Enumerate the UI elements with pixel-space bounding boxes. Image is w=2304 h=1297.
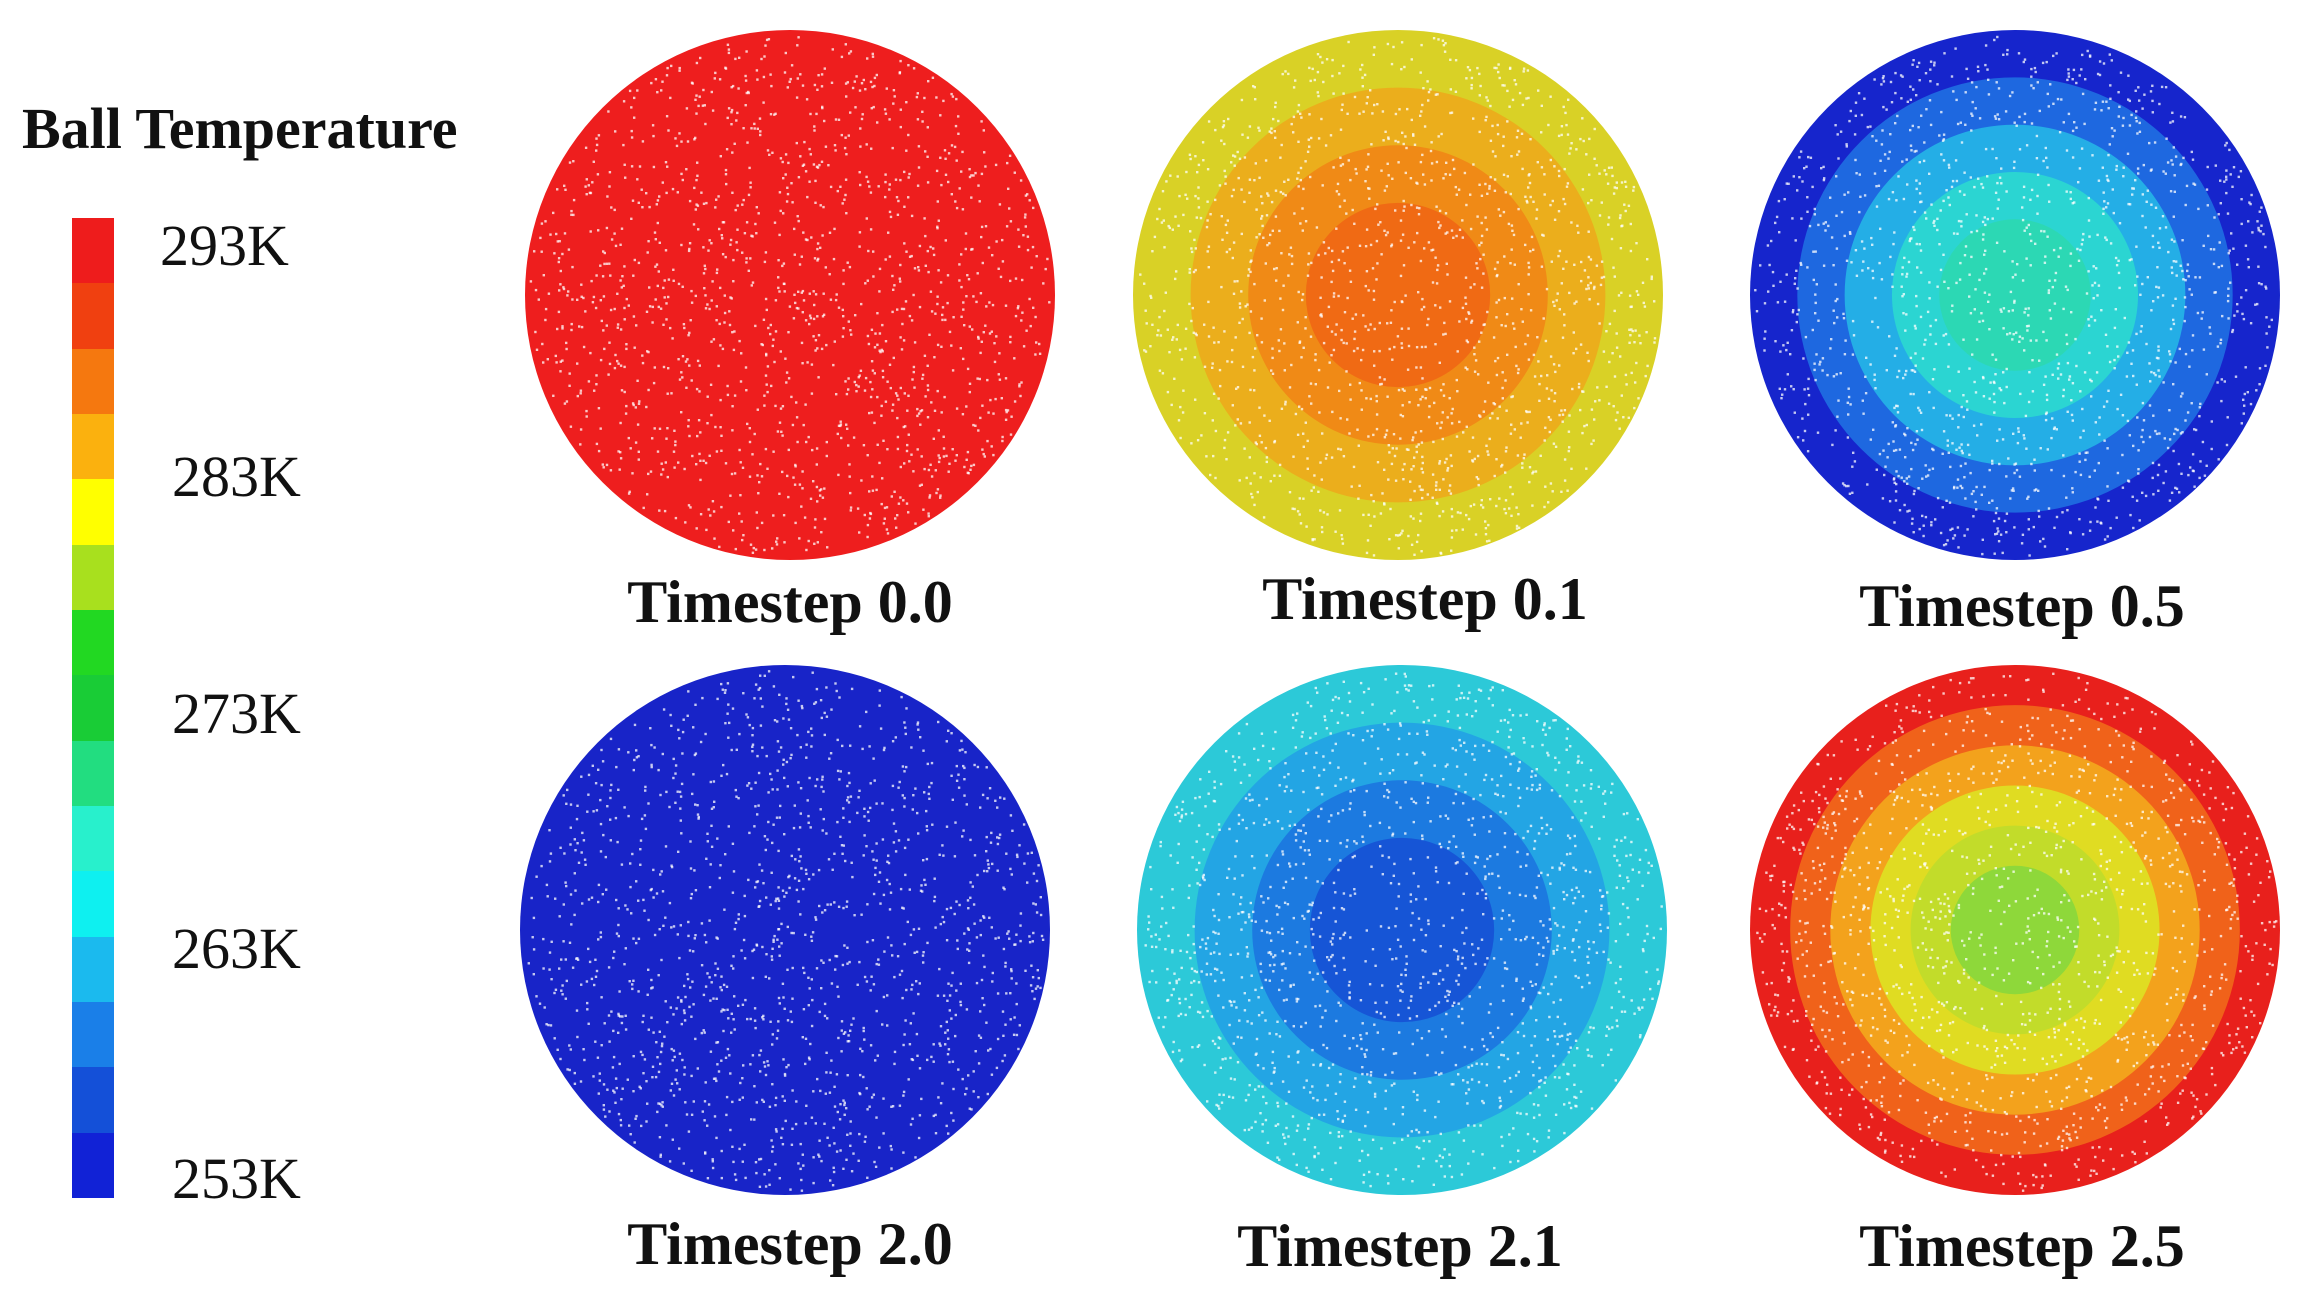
- particle-disc: [1133, 30, 1663, 560]
- colorbar-segment: [72, 283, 114, 349]
- colorbar-segment: [72, 609, 114, 676]
- colorbar-segment: [72, 871, 114, 937]
- legend-title: Ball Temperature: [22, 96, 458, 161]
- colorbar-segment: [72, 1132, 114, 1198]
- temperature-ring: [1305, 202, 1491, 388]
- panel-timestep-2-1: [1132, 660, 1672, 1200]
- colorbar-segment: [72, 413, 114, 480]
- panel-timestep-2-5: [1745, 660, 2285, 1200]
- particle-disc: [520, 665, 1050, 1195]
- panel-timestep-0-0: [520, 25, 1060, 565]
- caption-timestep-2-1: Timestep 2.1: [1237, 1213, 1563, 1279]
- particle-speckle: [1756, 672, 2278, 1192]
- colorbar-segment: [72, 348, 114, 414]
- particle-disc: [1137, 665, 1667, 1195]
- particle-disc: [525, 30, 1055, 560]
- temperature-ring: [525, 30, 1055, 560]
- temperature-ring: [520, 665, 1050, 1195]
- colorbar-segment: [72, 805, 114, 872]
- caption-timestep-0-5: Timestep 0.5: [1859, 573, 2185, 639]
- particle-disc: [1750, 30, 2280, 560]
- colorbar-segment: [72, 479, 114, 545]
- colorbar: [72, 218, 114, 1198]
- temperature-ring: [1939, 219, 2091, 371]
- caption-timestep-2-5: Timestep 2.5: [1859, 1213, 2185, 1279]
- tick-label-253: 253K: [172, 1146, 301, 1211]
- particle-speckle: [1144, 672, 1663, 1188]
- caption-timestep-2-0: Timestep 2.0: [627, 1211, 953, 1277]
- colorbar-segment: [72, 1067, 114, 1133]
- particle-disc: [1750, 665, 2280, 1195]
- colorbar-segment: [72, 675, 114, 741]
- particle-speckle: [1754, 35, 2273, 557]
- caption-timestep-0-0: Timestep 0.0: [627, 569, 953, 635]
- colorbar-segment: [72, 544, 114, 610]
- temperature-ring: [1950, 865, 2080, 995]
- tick-label-283: 283K: [172, 444, 301, 509]
- colorbar-segment: [72, 1001, 114, 1068]
- particle-speckle: [1139, 37, 1657, 557]
- colorbar-segment: [72, 218, 114, 284]
- temperature-ring: [1309, 837, 1495, 1023]
- tick-label-263: 263K: [172, 916, 301, 981]
- caption-timestep-0-1: Timestep 0.1: [1262, 566, 1588, 632]
- panel-timestep-2-0: [515, 660, 1055, 1200]
- tick-label-273: 273K: [172, 681, 301, 746]
- particle-speckle: [527, 670, 1045, 1192]
- panel-timestep-0-5: [1745, 25, 2285, 565]
- particle-speckle: [529, 36, 1051, 554]
- colorbar-segment: [72, 740, 114, 806]
- tick-label-293: 293K: [160, 213, 289, 278]
- panel-timestep-0-1: [1128, 25, 1668, 565]
- colorbar-segment: [72, 936, 114, 1002]
